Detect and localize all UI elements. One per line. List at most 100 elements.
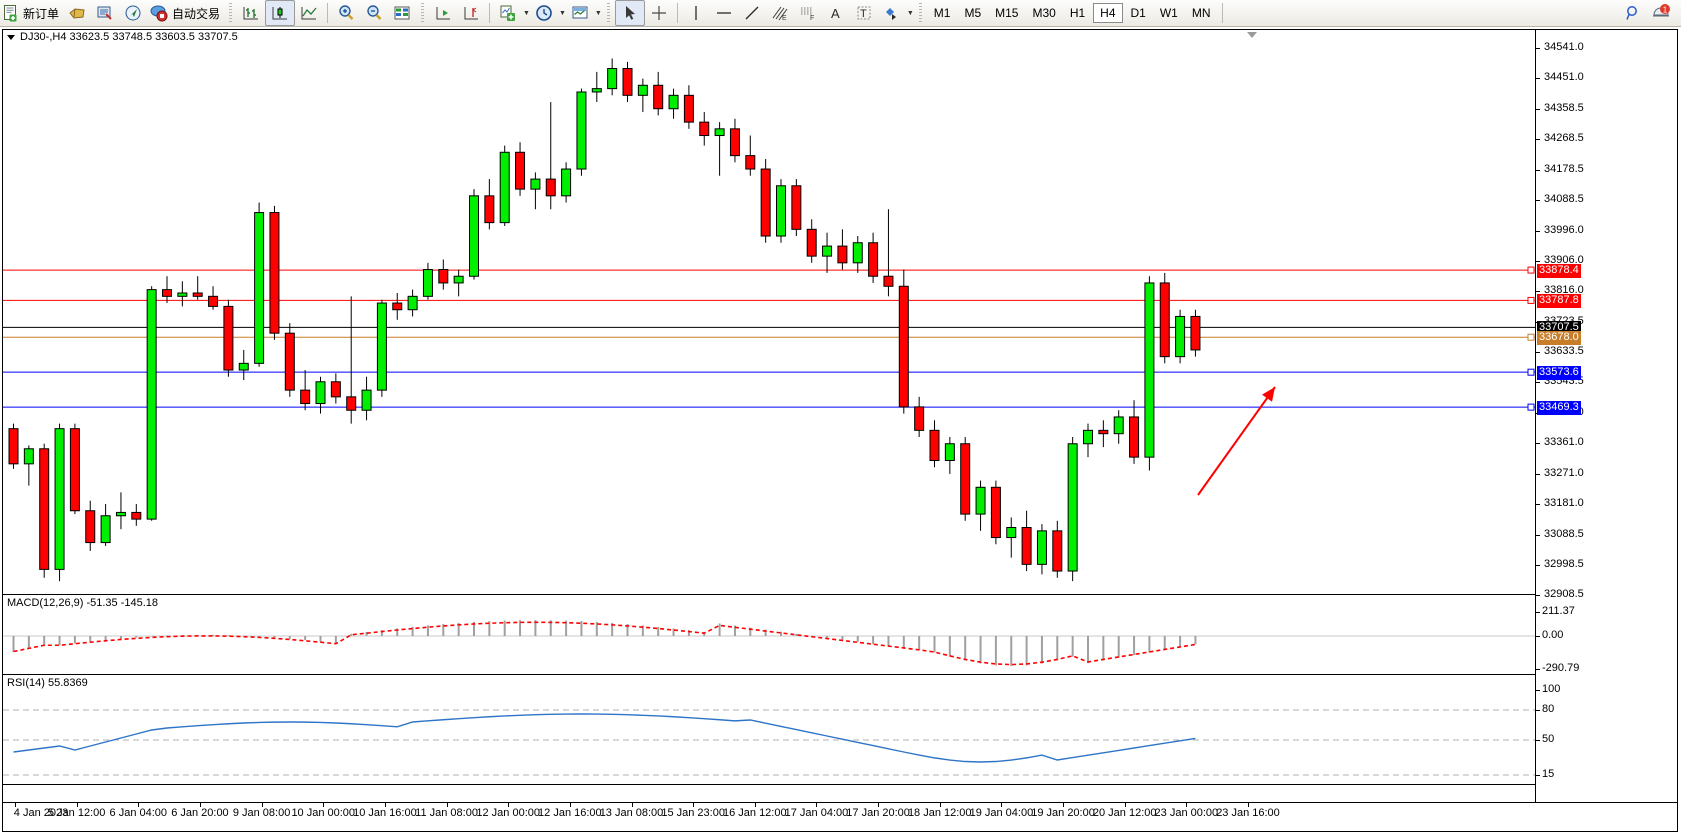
periods-button[interactable] bbox=[530, 1, 558, 25]
time-tick bbox=[569, 803, 571, 807]
terminal-button[interactable] bbox=[91, 1, 119, 25]
indicators-dropdown-caret[interactable]: ▼ bbox=[523, 9, 530, 17]
periods-dropdown-caret[interactable]: ▼ bbox=[558, 9, 566, 17]
chart-shift-marker[interactable] bbox=[1247, 32, 1257, 38]
candlestick-chart-button[interactable] bbox=[265, 0, 296, 26]
price-tag-pivot[interactable]: 33678.0 bbox=[1537, 331, 1581, 346]
bar-chart-button[interactable] bbox=[237, 1, 265, 25]
candle-body bbox=[284, 332, 295, 391]
text-button[interactable]: A bbox=[822, 1, 850, 25]
vertical-line-icon bbox=[695, 6, 697, 20]
shapes-dropdown-caret[interactable]: ▼ bbox=[906, 9, 914, 17]
time-tick bbox=[261, 803, 263, 807]
vertical-line-button[interactable] bbox=[682, 1, 710, 25]
time-tick bbox=[15, 803, 16, 807]
timeframe-m1[interactable]: M1 bbox=[933, 6, 951, 20]
search-button[interactable] bbox=[1619, 1, 1647, 25]
price-tag-support-1[interactable]: 33573.6 bbox=[1537, 366, 1581, 381]
svg-text:T: T bbox=[860, 8, 867, 20]
new-order-button[interactable]: 新订单 bbox=[0, 1, 63, 25]
candle-body bbox=[776, 185, 786, 237]
zoom-in-button[interactable] bbox=[332, 1, 360, 25]
navigator-button[interactable] bbox=[119, 1, 147, 25]
timeframe-h1[interactable]: H1 bbox=[1069, 6, 1086, 20]
time-tick-label: 10 Jan 16:00 bbox=[353, 807, 417, 819]
timeframe-m30[interactable]: M30 bbox=[1032, 6, 1056, 20]
price-chart-canvas[interactable] bbox=[3, 30, 1535, 595]
time-tick-label: 9 Jan 08:00 bbox=[232, 807, 291, 819]
alert-button[interactable]: 1 bbox=[1647, 1, 1675, 25]
price-tick-label: 33906.0 bbox=[1544, 253, 1584, 266]
autotrade-button[interactable]: 自动交易 bbox=[147, 1, 224, 25]
text-label-button[interactable]: T bbox=[850, 1, 878, 25]
price-tag-resistance-2[interactable]: 33878.4 bbox=[1537, 264, 1581, 279]
price-tick bbox=[1536, 169, 1540, 171]
candlestick-chart-icon bbox=[272, 7, 288, 20]
toolbar-grip-3[interactable] bbox=[604, 3, 612, 23]
time-axis[interactable]: 4 Jan 2023 5 Jan 12:00 6 Jan 04:00 6 Jan 20… bbox=[3, 802, 1677, 831]
price-tick-label: 33816.0 bbox=[1544, 283, 1584, 296]
new-order-label: 新订单 bbox=[23, 6, 60, 21]
time-tick-label: 15 Jan 23:00 bbox=[661, 807, 725, 819]
price-axis[interactable]: 34541.0 34451.0 34358.5 34268.5 34178.5 34088… bbox=[1535, 30, 1677, 802]
trendline-button[interactable] bbox=[738, 1, 766, 25]
candle-body bbox=[1159, 282, 1170, 358]
svg-text:A: A bbox=[831, 6, 840, 21]
toolbar-grip-1[interactable] bbox=[227, 3, 235, 23]
text-label-icon: T bbox=[857, 6, 871, 20]
candle-body bbox=[837, 245, 848, 264]
rsi-tick-label: 80 bbox=[1542, 703, 1555, 715]
zoom-out-button[interactable] bbox=[360, 1, 388, 25]
time-tick-label: 5 Jan 12:00 bbox=[47, 807, 106, 819]
candle-body bbox=[1190, 315, 1201, 351]
toolbar-grip-4[interactable] bbox=[916, 3, 924, 23]
cursor-button[interactable] bbox=[614, 0, 645, 26]
fibonacci-button[interactable]: F bbox=[794, 1, 822, 25]
timeframe-m5[interactable]: M5 bbox=[964, 6, 982, 20]
indicators-button[interactable] bbox=[494, 1, 522, 25]
horizontal-line-button[interactable] bbox=[710, 1, 738, 25]
price-tag-support-2[interactable]: 33469.3 bbox=[1537, 401, 1581, 416]
price-tick-label: 33996.0 bbox=[1544, 223, 1584, 236]
time-tick-label: 23 Jan 16:00 bbox=[1216, 807, 1280, 819]
crosshair-button[interactable] bbox=[645, 1, 673, 25]
time-tick-label: 6 Jan 04:00 bbox=[109, 807, 168, 819]
price-pane[interactable] bbox=[3, 30, 1535, 595]
timeframe-mn[interactable]: MN bbox=[1191, 6, 1211, 20]
toolbar-separator-1 bbox=[327, 3, 329, 23]
shapes-button[interactable] bbox=[878, 1, 906, 25]
timeframe-d1[interactable]: D1 bbox=[1130, 6, 1146, 20]
price-tag-resistance-1[interactable]: 33787.8 bbox=[1537, 294, 1581, 309]
timeframe-h4[interactable]: H4 bbox=[1093, 3, 1123, 23]
time-tick bbox=[138, 803, 140, 807]
chart-menu-triangle-icon[interactable] bbox=[7, 34, 15, 40]
equidistant-channel-button[interactable]: E bbox=[766, 1, 794, 25]
line-chart-button[interactable] bbox=[295, 1, 323, 25]
rsi-tick bbox=[1536, 710, 1540, 711]
macd-tick-label: -290.79 bbox=[1542, 662, 1580, 674]
chart-window[interactable]: DJ30-,H4 33623.5 33748.5 33603.5 33707.5… bbox=[2, 29, 1678, 832]
candle-body bbox=[622, 68, 633, 96]
data-window-button[interactable] bbox=[388, 1, 416, 25]
timeframe-m15[interactable]: M15 bbox=[995, 6, 1019, 20]
candle-body bbox=[1067, 443, 1078, 572]
toolbar-grip-2[interactable] bbox=[419, 3, 427, 23]
rsi-chart-canvas[interactable] bbox=[3, 676, 1535, 785]
auto-scroll-button[interactable] bbox=[429, 1, 457, 25]
rsi-line bbox=[13, 713, 1196, 763]
macd-pane[interactable]: MACD(12,26,9) -51.35 -145.18 bbox=[3, 596, 1535, 675]
price-tick bbox=[1536, 48, 1540, 50]
candle-body bbox=[699, 121, 710, 137]
chart-shift-button[interactable] bbox=[457, 1, 485, 25]
level-handle-pivot bbox=[1527, 333, 1535, 341]
search-icon bbox=[1626, 6, 1637, 20]
timeframe-w1[interactable]: W1 bbox=[1159, 6, 1178, 20]
rsi-pane[interactable]: RSI(14) 55.8369 bbox=[3, 676, 1535, 785]
time-tick bbox=[1248, 803, 1249, 807]
templates-dropdown-caret[interactable]: ▼ bbox=[594, 9, 602, 17]
pending-order-button[interactable] bbox=[63, 1, 91, 25]
templates-button[interactable] bbox=[566, 1, 594, 25]
macd-chart-canvas[interactable] bbox=[3, 596, 1535, 675]
candle-body bbox=[914, 406, 925, 431]
candle-body bbox=[530, 178, 541, 190]
